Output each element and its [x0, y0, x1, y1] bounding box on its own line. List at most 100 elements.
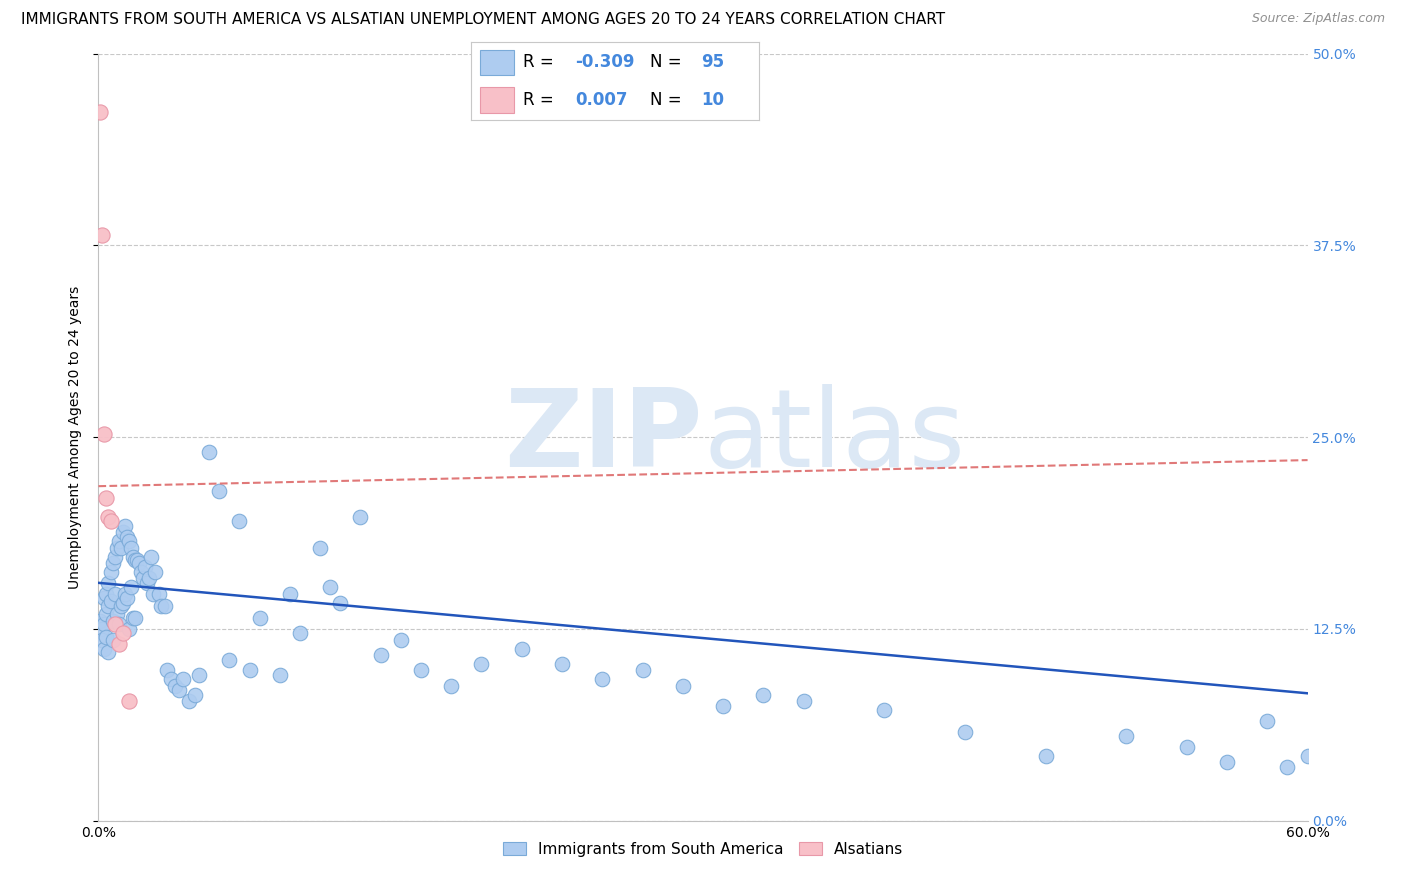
Point [107, 534, 129, 549]
Point [91, 622, 114, 636]
Point [249, 611, 271, 625]
Point [91, 227, 114, 242]
Point [93, 591, 115, 606]
Point [138, 571, 160, 585]
Point [100, 515, 122, 529]
Point [370, 648, 392, 662]
Point [711, 698, 734, 713]
Point [319, 581, 342, 595]
Point [329, 596, 352, 610]
Point [551, 657, 574, 672]
Point [107, 637, 129, 651]
Point [198, 445, 221, 459]
Text: Source: ZipAtlas.com: Source: ZipAtlas.com [1251, 12, 1385, 25]
Point [103, 586, 125, 600]
Point [134, 560, 156, 574]
Point [125, 553, 148, 567]
Point [409, 663, 432, 677]
Point [278, 586, 301, 600]
Point [118, 694, 141, 708]
Point [156, 663, 179, 677]
Text: N =: N = [650, 54, 686, 71]
Point [167, 683, 190, 698]
Point [269, 668, 291, 682]
Y-axis label: Unemployment Among Ages 20 to 24 years: Unemployment Among Ages 20 to 24 years [69, 285, 83, 589]
Point [105, 607, 128, 621]
Point [101, 614, 124, 628]
Point [114, 586, 136, 600]
Point [188, 668, 211, 682]
Point [121, 549, 143, 564]
Point [1175, 739, 1198, 754]
Legend: Immigrants from South America, Alsatians: Immigrants from South America, Alsatians [496, 836, 910, 863]
FancyBboxPatch shape [479, 87, 515, 112]
Point [309, 541, 332, 555]
Point [672, 679, 695, 693]
Point [101, 632, 124, 647]
Point [228, 515, 250, 529]
Point [107, 617, 129, 632]
Point [110, 541, 132, 555]
Point [97, 599, 120, 613]
Point [1277, 760, 1299, 774]
Point [91, 632, 114, 647]
Point [179, 694, 201, 708]
Point [873, 703, 896, 717]
Point [139, 549, 162, 564]
Point [163, 679, 186, 693]
Point [135, 575, 157, 590]
Point [148, 586, 170, 600]
Point [111, 525, 134, 540]
Point [132, 571, 155, 585]
Point [118, 622, 141, 636]
Point [101, 556, 124, 570]
Point [1256, 714, 1278, 728]
Point [142, 586, 165, 600]
Point [115, 591, 138, 606]
Point [389, 632, 412, 647]
Text: ZIP: ZIP [505, 384, 703, 490]
Point [208, 483, 231, 498]
Text: 95: 95 [702, 54, 724, 71]
Point [288, 626, 311, 640]
Point [239, 663, 262, 677]
Point [124, 553, 146, 567]
Text: atlas: atlas [703, 384, 965, 490]
FancyBboxPatch shape [479, 50, 515, 75]
Point [100, 565, 122, 579]
Point [793, 694, 815, 708]
Point [111, 626, 134, 640]
Text: N =: N = [650, 91, 686, 109]
Point [103, 617, 125, 632]
Point [470, 657, 492, 672]
Point [440, 679, 463, 693]
Point [591, 673, 613, 687]
Point [124, 611, 146, 625]
Point [114, 519, 136, 533]
Point [1115, 729, 1137, 743]
Point [121, 611, 143, 625]
Point [129, 565, 152, 579]
Text: 0.007: 0.007 [575, 91, 627, 109]
Point [153, 599, 176, 613]
Point [218, 652, 240, 666]
Point [96, 586, 118, 600]
Point [93, 641, 115, 656]
Point [184, 688, 207, 702]
Text: R =: R = [523, 54, 560, 71]
Point [97, 645, 120, 659]
Point [120, 541, 142, 555]
Point [97, 509, 120, 524]
Point [103, 549, 125, 564]
Point [89, 104, 111, 119]
Point [953, 724, 976, 739]
Point [143, 565, 166, 579]
Point [115, 530, 138, 544]
Point [510, 641, 533, 656]
Point [89, 614, 111, 628]
Point [96, 491, 118, 506]
Point [1216, 756, 1239, 770]
Text: -0.309: -0.309 [575, 54, 634, 71]
Point [96, 607, 118, 621]
Point [110, 599, 132, 613]
